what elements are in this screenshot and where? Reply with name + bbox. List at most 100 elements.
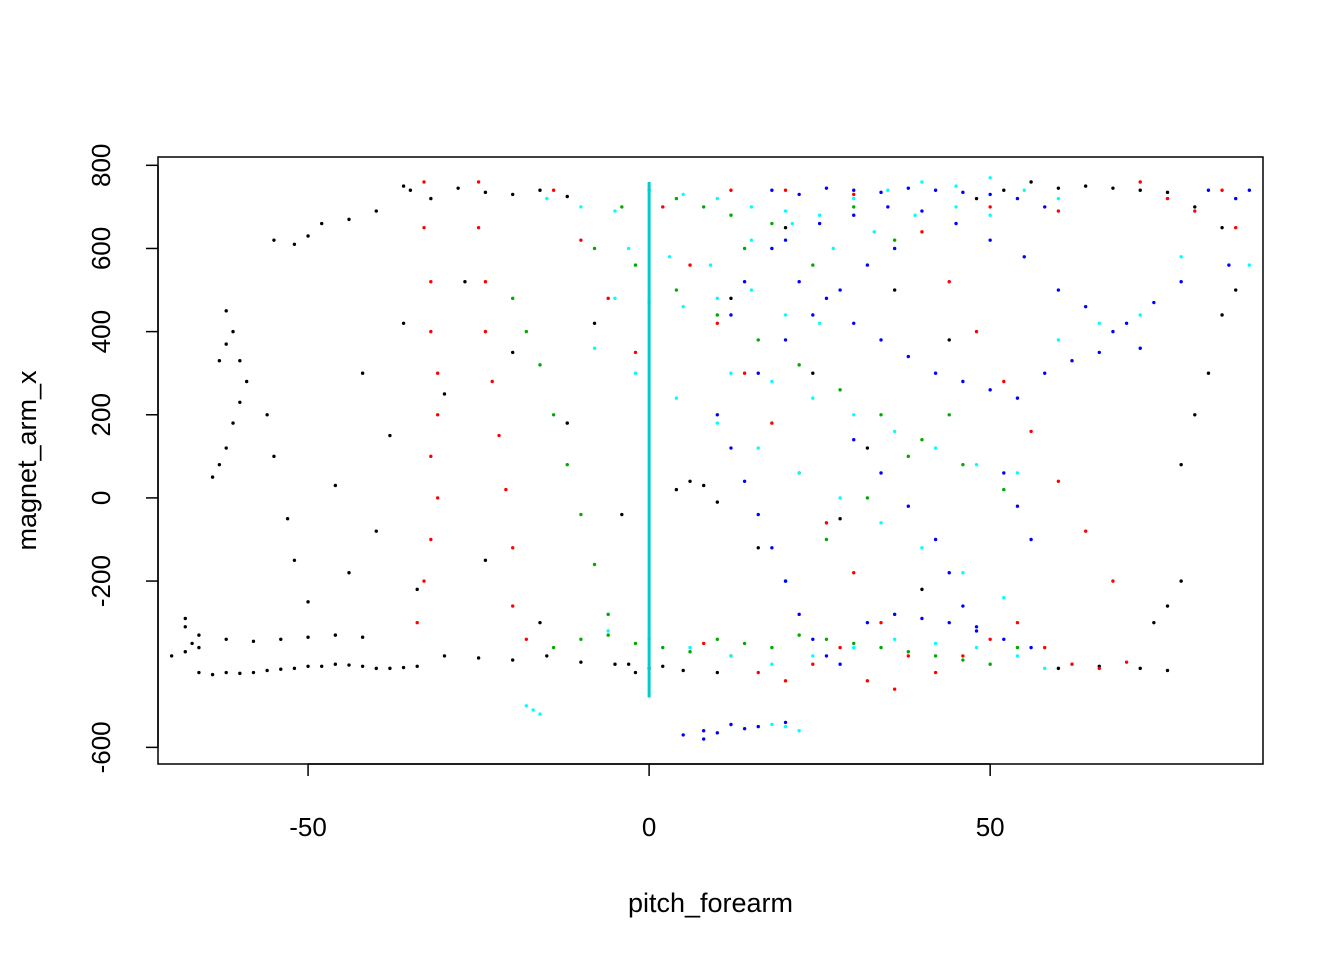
data-point (1111, 329, 1115, 334)
data-point (504, 487, 508, 492)
data-point (415, 620, 419, 625)
data-point (988, 238, 992, 242)
data-point (852, 205, 856, 209)
data-point (374, 666, 378, 671)
data-point (988, 192, 992, 197)
data-point (1124, 321, 1129, 326)
data-point (292, 666, 297, 671)
data-point (681, 304, 685, 309)
data-point (865, 679, 870, 683)
data-point (1179, 462, 1183, 467)
y-axis-title: magnet_arm_x (12, 370, 42, 551)
data-point (933, 446, 938, 450)
data-point (1043, 666, 1047, 671)
data-point (524, 637, 529, 641)
data-point (347, 571, 351, 575)
data-point (620, 205, 624, 209)
data-point (729, 296, 733, 301)
data-point (920, 438, 924, 442)
data-point (1138, 666, 1142, 671)
data-point (579, 238, 583, 242)
data-point (442, 392, 447, 396)
data-point (1029, 537, 1033, 542)
data-point (838, 388, 842, 392)
data-point (852, 571, 856, 575)
data-point (974, 629, 979, 633)
data-point (852, 196, 856, 201)
data-point (374, 209, 378, 213)
data-point (1193, 205, 1197, 209)
data-point (817, 221, 822, 226)
data-point (1015, 645, 1020, 650)
data-point (947, 338, 951, 342)
data-point (231, 421, 235, 425)
data-point (811, 371, 815, 375)
y-tick-label: 800 (86, 144, 116, 187)
data-point (770, 546, 774, 550)
data-point (531, 708, 535, 712)
data-point (865, 496, 870, 500)
data-point (592, 346, 597, 350)
data-point (797, 612, 801, 617)
data-point (510, 658, 515, 662)
data-point (292, 558, 297, 562)
data-point (1247, 188, 1252, 192)
data-point (551, 188, 556, 192)
data-point (797, 729, 801, 733)
data-point (1138, 313, 1142, 317)
data-point (920, 587, 924, 592)
data-point (1029, 180, 1033, 184)
data-point (169, 654, 174, 658)
data-point (565, 194, 569, 199)
data-point (770, 188, 774, 192)
data-point (592, 562, 597, 567)
data-point (545, 654, 549, 658)
data-point (729, 722, 733, 727)
data-point (1056, 186, 1061, 190)
data-point (579, 512, 583, 517)
data-point (579, 205, 583, 209)
data-point (961, 190, 965, 195)
data-point (708, 263, 713, 267)
data-point (429, 537, 433, 542)
data-point (1097, 350, 1101, 355)
data-point (483, 280, 488, 284)
data-point (422, 225, 426, 230)
data-point (1227, 263, 1231, 267)
data-point (320, 221, 324, 226)
x-tick-label: 0 (642, 812, 656, 842)
data-point (961, 604, 965, 608)
data-point (524, 329, 529, 334)
data-point (729, 654, 733, 658)
data-point (1043, 371, 1047, 375)
data-point (817, 321, 822, 326)
data-point (1179, 579, 1183, 583)
data-point (824, 521, 829, 525)
data-point (715, 321, 720, 326)
data-point (1124, 660, 1129, 664)
data-point (1193, 209, 1197, 213)
data-point (217, 359, 222, 363)
data-point (1002, 379, 1006, 384)
data-point (852, 213, 856, 217)
data-point (701, 729, 706, 733)
data-point (1070, 662, 1074, 666)
data-point (715, 731, 720, 735)
data-point (306, 664, 310, 668)
data-point (674, 487, 679, 492)
data-point (770, 645, 774, 650)
data-point (947, 620, 951, 625)
data-point (401, 321, 406, 326)
data-point (742, 726, 747, 731)
data-point (1043, 205, 1047, 209)
x-axis-title: pitch_forearm (628, 888, 793, 918)
data-point (476, 180, 481, 184)
data-point (435, 371, 440, 375)
data-point (1179, 280, 1183, 284)
data-point (210, 672, 215, 677)
data-point (906, 654, 911, 658)
data-point (715, 500, 720, 504)
data-point (674, 396, 679, 400)
data-point (1070, 359, 1074, 363)
